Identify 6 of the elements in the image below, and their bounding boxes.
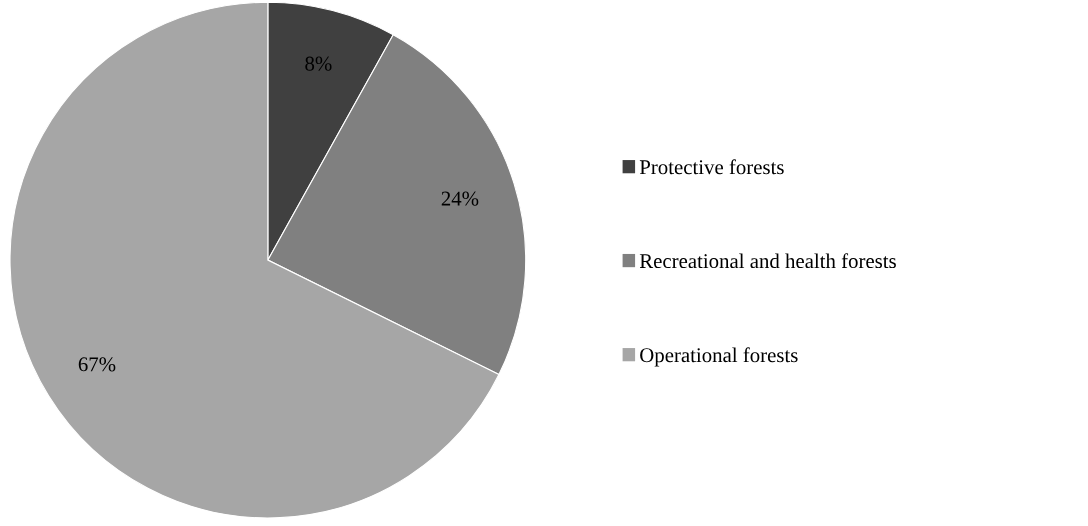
legend-label: Recreational and health forests xyxy=(639,253,896,269)
legend-label: Protective forests xyxy=(639,159,784,175)
legend-label: Operational forests xyxy=(640,347,798,367)
data-label: 67% xyxy=(78,357,116,372)
data-label: 8% xyxy=(305,56,332,71)
data-label: 24% xyxy=(441,191,479,206)
